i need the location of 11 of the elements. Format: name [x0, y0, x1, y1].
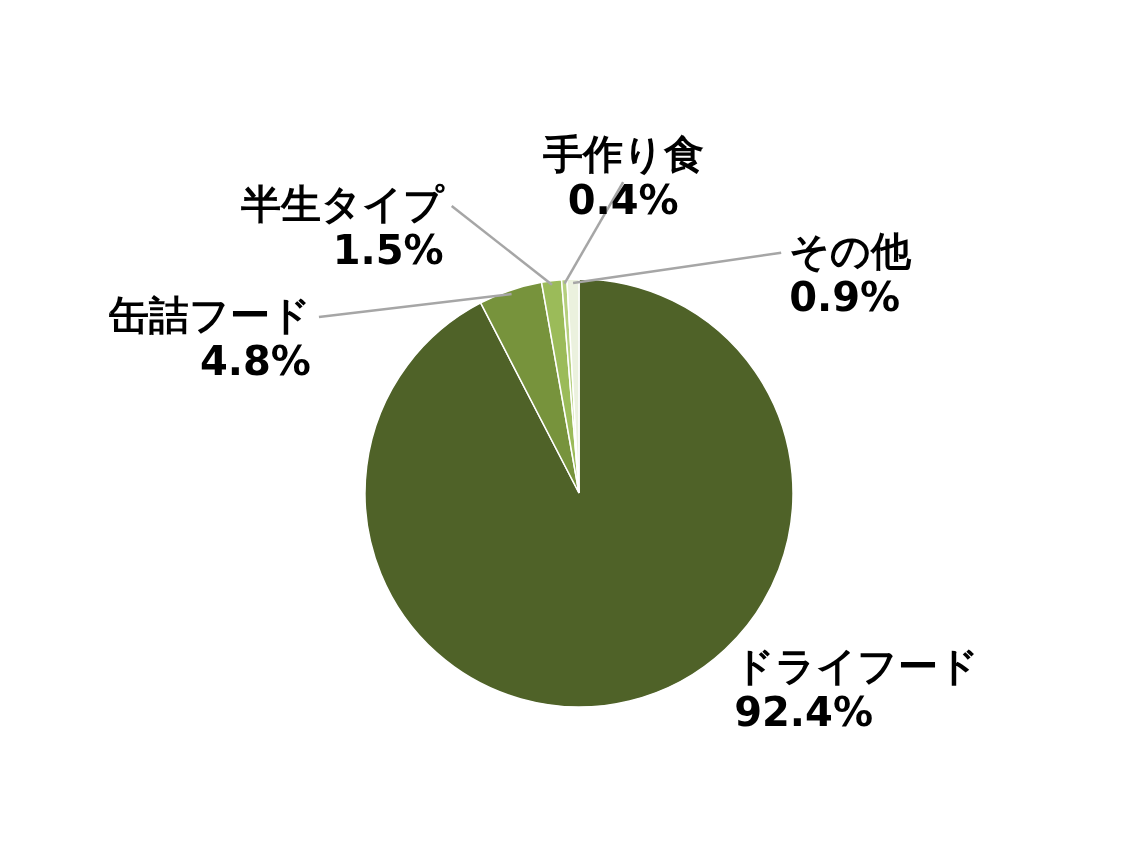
slice-label: 半生タイプ: [239, 180, 445, 227]
data-label: 0.4%: [567, 177, 679, 224]
slice-label: その他: [789, 227, 913, 274]
slice-label: ドライフード: [734, 643, 980, 690]
slice-label: 手作り食: [541, 131, 704, 178]
data-label: 0.9%: [789, 273, 901, 320]
pie-slice: [479, 281, 580, 494]
data-label: 92.4%: [734, 689, 873, 736]
slice-label: 缶詰フード: [107, 292, 311, 339]
data-label: 4.8%: [199, 338, 311, 385]
data-label: 1.5%: [332, 226, 444, 273]
